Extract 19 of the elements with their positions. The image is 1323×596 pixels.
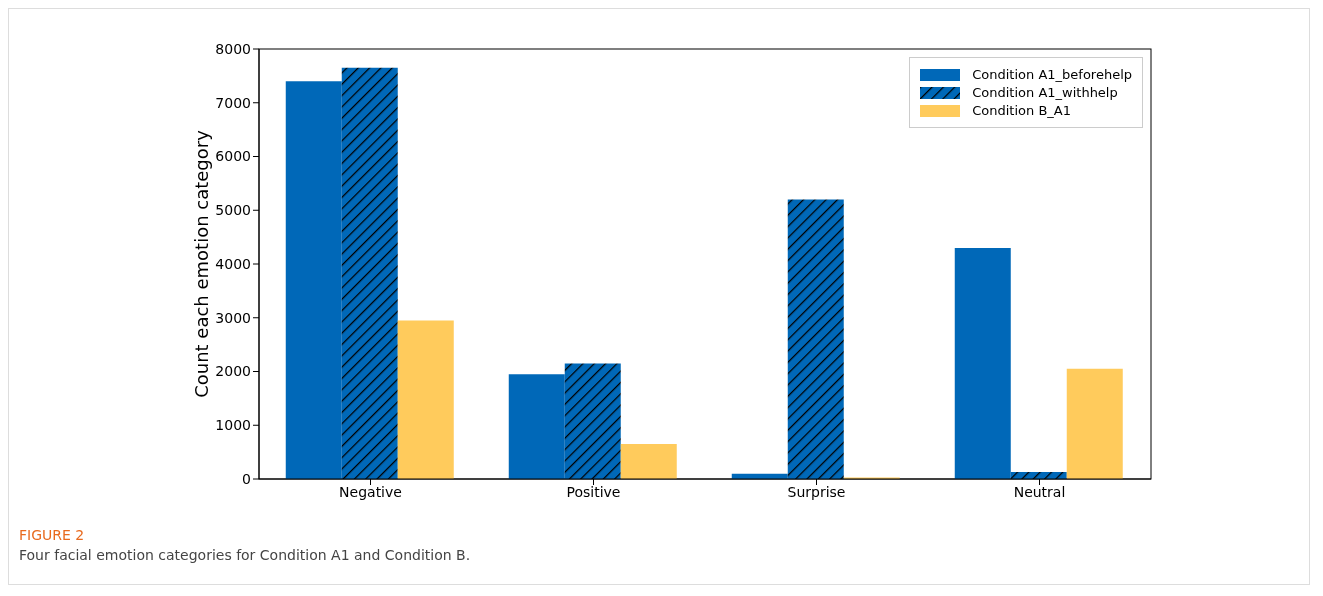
- y-tick-label: 2000: [215, 363, 251, 380]
- y-tick-label: 5000: [215, 202, 251, 219]
- x-tick-label: Surprise: [787, 483, 846, 500]
- y-tick-label: 8000: [215, 40, 251, 57]
- y-tick-label: 4000: [215, 255, 251, 272]
- x-tick-label: Neutral: [1013, 483, 1066, 500]
- y-tick-label: 6000: [215, 148, 251, 165]
- x-tick-label: Negative: [339, 483, 402, 500]
- y-axis-title: Count each emotion category: [191, 129, 213, 398]
- y-tick-label: 7000: [215, 94, 251, 111]
- x-tick-label: Positive: [566, 483, 621, 500]
- legend-label: Condition B_A1: [972, 103, 1071, 118]
- y-tick-label: 1000: [215, 417, 251, 434]
- y-tick-label: 3000: [215, 309, 251, 326]
- y-tick-label: 0: [242, 470, 251, 487]
- caption: FIGURE 2: [19, 527, 86, 543]
- text: Four facial emotion categories for Condition A1 and Condition B.: [19, 547, 471, 563]
- legend-label: Condition A1_withhelp: [972, 85, 1118, 100]
- legend-label: Condition A1_beforehelp: [972, 67, 1132, 82]
